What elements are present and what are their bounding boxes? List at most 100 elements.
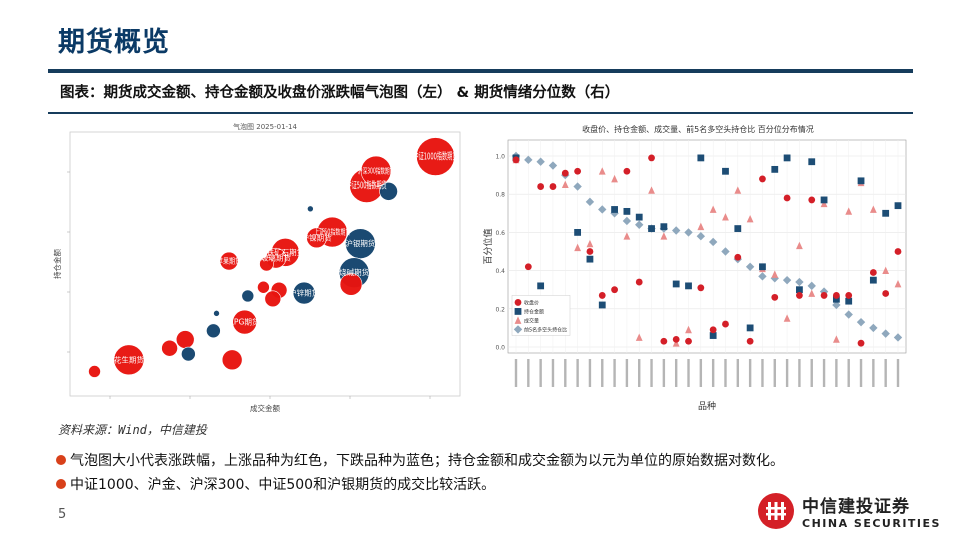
- percentile-point: [808, 289, 816, 297]
- percentile-x-tick-label: [687, 359, 690, 387]
- percentile-point: [783, 314, 791, 322]
- logo-chinese-name: 中信建投证券: [802, 497, 910, 517]
- bubble-point-label: 铁矿石期货: [267, 247, 305, 257]
- bubble-point: [213, 310, 220, 317]
- bullet-2-text: 中证1000、沪金、沪深300、中证500和沪银期货的成交比较活跃。: [70, 477, 496, 493]
- percentile-point: [746, 337, 754, 345]
- percentile-point: [882, 266, 890, 274]
- percentile-point: [869, 323, 878, 333]
- percentile-point: [512, 156, 520, 164]
- percentile-x-tick-label: [835, 359, 838, 387]
- percentile-point: [611, 206, 618, 213]
- brand-logo: 中信建投证券 CHINA SECURITIES: [758, 492, 941, 530]
- percentile-point: [574, 243, 582, 252]
- percentile-point: [832, 292, 840, 299]
- bubble-chart: 气泡图 2025-01-14 成交金额 持仓金额 中证1000指数期货中证500指数期…: [52, 122, 461, 413]
- percentile-point: [845, 207, 853, 215]
- percentile-point: [586, 255, 594, 263]
- percentile-point: [869, 276, 877, 284]
- percentile-y-tick-label: 0.4: [495, 268, 505, 275]
- bubble-point: [292, 281, 316, 305]
- bubble-point: [113, 344, 145, 376]
- percentile-point: [820, 196, 828, 204]
- caption-divider: [48, 112, 913, 114]
- bubble-point-label: 中证500指数期货: [347, 180, 387, 192]
- percentile-point: [635, 333, 643, 341]
- percentile-x-tick-label: [527, 359, 530, 387]
- percentile-point: [856, 317, 866, 327]
- percentile-legend-marker: [514, 316, 522, 324]
- percentile-x-tick-label: [847, 359, 850, 387]
- percentile-point: [561, 180, 569, 189]
- percentile-point: [722, 213, 729, 221]
- bubble-point-label: LPG期货: [230, 317, 261, 327]
- percentile-point: [549, 183, 557, 190]
- percentile-point: [685, 325, 692, 334]
- percentile-y-axis-label: 百分位值: [482, 228, 494, 264]
- percentile-point: [697, 154, 705, 162]
- percentile-x-tick-label: [736, 359, 740, 387]
- bubble-point-label: 沪深300指数期货: [358, 166, 394, 176]
- percentile-plot-area: [507, 139, 907, 354]
- percentile-point: [808, 158, 816, 166]
- percentile-point: [586, 239, 594, 248]
- percentile-legend-marker: [514, 299, 522, 306]
- percentile-point: [857, 339, 865, 347]
- bubble-point: [379, 182, 398, 201]
- percentile-point: [771, 270, 779, 278]
- title-divider: [48, 69, 913, 73]
- percentile-legend-marker: [513, 325, 523, 334]
- percentile-point: [869, 269, 877, 276]
- page-title: 期货概览: [58, 27, 170, 58]
- percentile-point: [598, 167, 606, 175]
- percentile-point: [672, 339, 680, 347]
- percentile-point: [759, 175, 766, 183]
- percentile-point: [598, 205, 607, 214]
- bubble-point-label: 上证50指数期货: [314, 227, 350, 237]
- bubble-point-label: 烧碱期货: [339, 267, 369, 277]
- bubble-point: [416, 137, 455, 176]
- percentile-point: [869, 205, 877, 213]
- bubble-point: [161, 339, 178, 357]
- percentile-point: [845, 297, 853, 305]
- bullet-1-text: 气泡图大小代表涨跌幅，上涨品种为红色，下跌品种为蓝色；持仓金额和成交金额为以元为…: [70, 453, 784, 469]
- percentile-x-tick-label: [896, 359, 900, 387]
- percentile-point: [734, 225, 742, 232]
- percentile-y-tick-label: 0.2: [495, 306, 505, 313]
- percentile-point: [783, 194, 791, 202]
- percentile-legend-label: 前5名多空头持仓比: [524, 326, 567, 333]
- percentile-x-tick-label: [674, 359, 678, 387]
- percentile-point: [685, 282, 692, 290]
- percentile-point: [857, 177, 865, 185]
- percentile-point: [796, 241, 803, 250]
- percentile-point: [782, 275, 792, 285]
- percentile-point: [882, 290, 890, 297]
- bubble-point: [257, 280, 270, 294]
- percentile-point: [623, 207, 631, 215]
- percentile-point: [537, 183, 545, 190]
- source-note: 资料来源：Wind，中信建投: [58, 423, 207, 437]
- percentile-x-tick-label: [785, 359, 789, 387]
- percentile-x-tick-label: [539, 359, 542, 387]
- percentile-chart: 收盘价、持仓金额、成交量、前5名多空头持仓比 百分位分布情况 0.0 0.2 0.4 0…: [482, 124, 907, 412]
- percentile-point: [561, 169, 569, 177]
- bubble-point: [219, 251, 239, 271]
- percentile-point: [648, 186, 655, 194]
- percentile-point: [709, 205, 717, 213]
- percentile-point: [770, 274, 779, 283]
- chart-caption: 图表：期货成交金额、持仓金额及收盘价涨跌幅气泡图（左） & 期货情绪分位数（右）: [60, 85, 620, 101]
- percentile-x-tick-label: [773, 359, 776, 387]
- bubble-point: [306, 227, 327, 249]
- percentile-point: [648, 225, 655, 232]
- percentile-point: [734, 253, 742, 261]
- percentile-point: [721, 247, 730, 256]
- percentile-y-tick-label: 0.0: [495, 345, 505, 352]
- bubble-point-label: 中证1000指数期货: [413, 151, 457, 163]
- bubble-point-label: 苹果期货: [217, 256, 241, 266]
- percentile-y-tick-label: 1.0: [495, 154, 505, 161]
- percentile-chart-title: 收盘价、持仓金额、成交量、前5名多空头持仓比 百分位分布情况: [582, 124, 814, 134]
- percentile-legend-label: 成交量: [524, 317, 539, 324]
- bubble-point: [339, 273, 363, 296]
- bullet-dot-icon: [56, 479, 66, 489]
- percentile-point: [586, 248, 594, 255]
